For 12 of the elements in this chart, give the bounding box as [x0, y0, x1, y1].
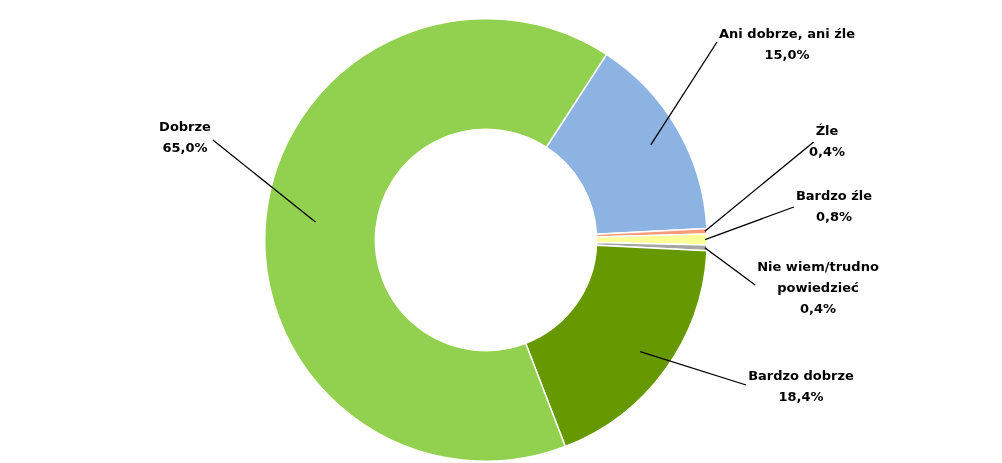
data-label: 65,0%	[162, 140, 208, 156]
data-label: 0,4%	[799, 301, 837, 317]
slice-label: Nie wiem/trudno powiedzieć	[757, 259, 879, 296]
slice-label: Źle	[815, 123, 839, 139]
slice-label: Ani dobrze, ani źle	[719, 26, 856, 42]
data-label: 0,4%	[808, 144, 846, 160]
slice-label: Bardzo źle	[795, 188, 873, 204]
data-label: 0,8%	[815, 209, 853, 225]
data-label: 15,0%	[764, 47, 810, 63]
data-label: 18,4%	[778, 389, 824, 405]
slice-label: Dobrze	[159, 119, 212, 135]
slice-label: Bardzo dobrze	[748, 368, 855, 384]
